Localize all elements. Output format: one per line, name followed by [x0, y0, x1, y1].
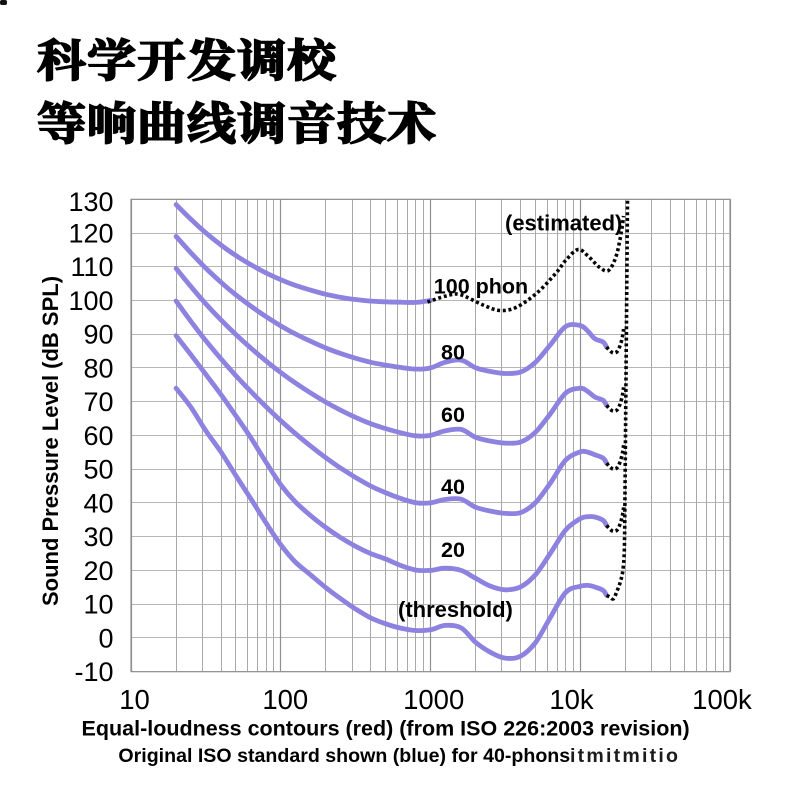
svg-text:80: 80	[83, 353, 113, 383]
svg-text:100 phon: 100 phon	[434, 275, 528, 299]
svg-text:120: 120	[68, 218, 113, 248]
svg-text:110: 110	[70, 252, 113, 282]
svg-text:itmitmitio: itmitmitio	[570, 745, 680, 767]
svg-text:100k: 100k	[692, 684, 752, 715]
svg-text:-10: -10	[74, 657, 113, 687]
svg-text:1000: 1000	[403, 684, 464, 715]
svg-text:Sound Pressure Level (dB SPL): Sound Pressure Level (dB SPL)	[38, 276, 63, 606]
svg-text:50: 50	[83, 455, 113, 485]
svg-text:20: 20	[441, 538, 465, 562]
svg-text:20: 20	[83, 556, 113, 586]
svg-text:10k: 10k	[549, 684, 594, 715]
svg-text:40: 40	[441, 475, 465, 499]
svg-text:80: 80	[441, 340, 465, 364]
svg-text:(threshold): (threshold)	[398, 597, 513, 622]
svg-text:0: 0	[98, 623, 113, 653]
svg-text:(estimated): (estimated)	[505, 211, 622, 236]
svg-text:70: 70	[83, 387, 113, 417]
svg-text:60: 60	[441, 403, 465, 427]
svg-text:130: 130	[68, 187, 113, 217]
svg-text:60: 60	[83, 421, 113, 451]
svg-text:30: 30	[83, 522, 113, 552]
svg-text:10: 10	[83, 590, 113, 620]
svg-text:90: 90	[83, 320, 113, 350]
svg-text:100: 100	[262, 684, 308, 715]
svg-text:40: 40	[83, 488, 113, 518]
svg-text:100: 100	[68, 286, 113, 316]
svg-text:Original ISO standard shown (b: Original ISO standard shown (blue) for 4…	[118, 745, 570, 767]
svg-text:Equal-loudness contours (red): Equal-loudness contours (red) (from ISO …	[82, 717, 690, 741]
svg-text:10: 10	[119, 684, 150, 715]
